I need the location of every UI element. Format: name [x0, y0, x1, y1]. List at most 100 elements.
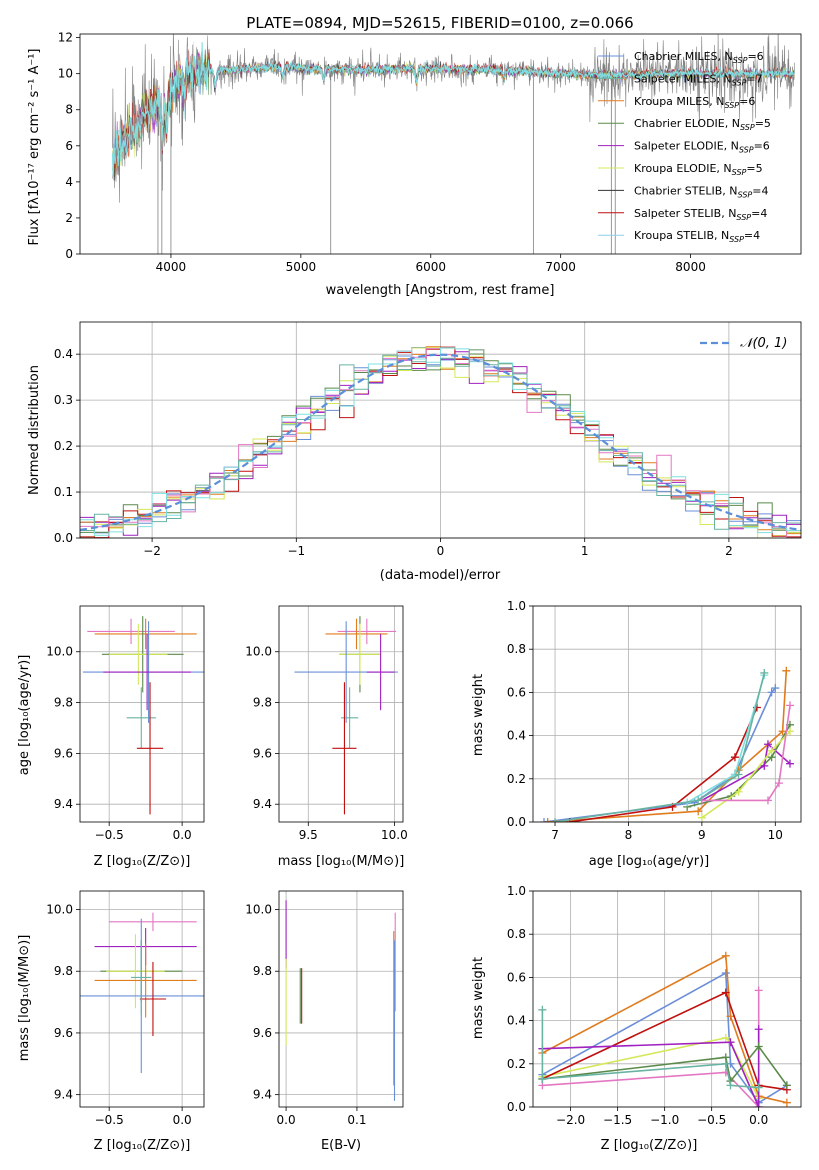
- weight-marker: [760, 761, 769, 770]
- x-tick-label: 7: [551, 828, 559, 842]
- y-tick-label: 0.1: [54, 485, 73, 499]
- weight-marker: [763, 796, 772, 805]
- residual-histogram-panel: −2 −1 0 1 2 0.0 0.1 0.2 0.3 0.4 𝒩(0, 1) (data-mode…: [27, 321, 802, 583]
- weight-marker: [754, 1025, 763, 1034]
- weight-line: [542, 1037, 760, 1099]
- x-tick-label: −0.5: [697, 1113, 726, 1127]
- x-tick-label: 0.0: [173, 1113, 192, 1127]
- x-tick-label: −1: [287, 544, 305, 558]
- x-tick-label: 0: [437, 544, 445, 558]
- weight-marker: [754, 1042, 763, 1051]
- weight-marker: [754, 986, 763, 995]
- y-tick-label: 0.8: [507, 642, 526, 656]
- axes-frame: [79, 321, 802, 539]
- residual-y-label: Normed distribution: [27, 365, 42, 495]
- weight-marker: [734, 787, 743, 796]
- weight-vs-metallicity-panel: −2.0 −1.5 −1.0 −0.5 0.0 0.0 0.2 0.4 0.6 0.8 1.0 Z …: [471, 884, 802, 1153]
- y-tick-label: 0.4: [507, 1014, 526, 1028]
- data-layer: [80, 346, 801, 538]
- y-tick-label: 0.2: [507, 772, 526, 786]
- weight-marker: [540, 818, 549, 822]
- legend-label: Kroupa STELIB, NSSP=4: [634, 229, 760, 244]
- residual-legend: 𝒩(0, 1): [700, 336, 787, 351]
- y-tick-label: 10.0: [46, 903, 73, 917]
- weight-marker: [754, 1083, 763, 1092]
- spectrum-x-label: wavelength [Angstrom, rest frame]: [326, 283, 555, 298]
- y-tick-label: 9.4: [54, 797, 73, 811]
- grid-lines: [279, 606, 403, 822]
- weight-marker: [785, 759, 794, 768]
- weight-marker: [721, 988, 730, 997]
- y-tick-label: 0.4: [507, 729, 526, 743]
- y-tick-label: 0.2: [54, 439, 73, 453]
- ageZ-y-label: age [log₁₀(age/yr)]: [17, 655, 32, 776]
- spectrum-panel: PLATE=0894, MJD=52615, FIBERID=0100, z=0…: [27, 14, 802, 298]
- y-tick-label: 8: [65, 103, 73, 117]
- x-tick-label: 8000: [675, 260, 706, 274]
- y-tick-label: 9.8: [54, 964, 73, 978]
- axes: −2.0 −1.5 −1.0 −0.5 0.0 0.0 0.2 0.4 0.6 0.8 1.0: [507, 884, 802, 1127]
- massE-x-label: E(B-V): [321, 1138, 361, 1153]
- weight-marker: [763, 740, 772, 749]
- x-tick-label: 2: [725, 544, 733, 558]
- weight-marker: [754, 1103, 763, 1107]
- x-tick-label: 9: [698, 828, 706, 842]
- y-tick-label: 2: [65, 211, 73, 225]
- weight-line: [542, 991, 788, 1091]
- y-tick-label: 9.6: [54, 746, 73, 760]
- weight-line: [542, 990, 760, 1107]
- wAge-x-label: age [log₁₀(age/yr)]: [589, 854, 710, 869]
- y-tick-label: 4: [65, 175, 73, 189]
- x-tick-label: 0.1: [347, 1113, 366, 1127]
- x-tick-label: −0.5: [95, 1113, 124, 1127]
- axes-frame: [532, 890, 802, 1108]
- x-tick-label: 0.0: [277, 1113, 296, 1127]
- legend-label: 𝒩(0, 1): [740, 336, 787, 351]
- best-model-line: [112, 41, 795, 179]
- axes-frame: [79, 33, 802, 255]
- massZ-y-label: mass [log₁₀(M/M⊙)]: [17, 935, 32, 1062]
- legend-label: Chabrier ELODIE, NSSP=5: [634, 117, 771, 132]
- y-tick-label: 1.0: [507, 599, 526, 613]
- residual-x-label: (data-model)/error: [380, 568, 501, 583]
- x-tick-label: 7000: [545, 260, 576, 274]
- y-tick-label: 0.0: [54, 531, 73, 545]
- spectrum-y-label: Flux [fλ10⁻¹⁷ erg cm⁻² s⁻¹ A⁻¹]: [27, 49, 42, 246]
- y-tick-label: 12: [58, 31, 73, 45]
- weight-line: [547, 670, 788, 822]
- weight-marker: [726, 1038, 735, 1047]
- weight-marker: [767, 746, 776, 755]
- normal-reference-curve: [80, 353, 801, 531]
- x-tick-label: −2.0: [556, 1113, 585, 1127]
- wZ-y-label: mass weight: [471, 957, 486, 1039]
- data-layer: [285, 900, 396, 1101]
- x-tick-label: 0.0: [173, 828, 192, 842]
- weight-marker: [694, 796, 703, 805]
- legend-label: Chabrier MILES, NSSP=6: [634, 50, 764, 65]
- y-tick-label: 0.6: [507, 970, 526, 984]
- x-tick-label: 1: [581, 544, 589, 558]
- y-tick-label: 10.0: [245, 903, 272, 917]
- weight-line: [701, 742, 791, 802]
- axes: −0.5 0.0 9.4 9.6 9.8 10.0: [46, 605, 205, 842]
- axes: 9.5 10.0 9.4 9.6 9.8 10.0: [245, 605, 408, 842]
- axes-frame: [532, 605, 802, 823]
- legend-label: Salpeter ELODIE, NSSP=6: [634, 140, 770, 155]
- data-layer: [80, 912, 204, 1074]
- y-tick-label: 0.3: [54, 393, 73, 407]
- axes-frame: [278, 890, 404, 1108]
- axes-frame: [79, 605, 205, 823]
- mass-vs-ebv-panel: 0.0 0.1 9.4 9.6 9.8 10.0 E(B-V): [245, 890, 404, 1153]
- legend-label: Kroupa MILES, NSSP=6: [634, 95, 755, 110]
- grid-lines: [80, 606, 204, 822]
- y-tick-label: 10.0: [46, 645, 73, 659]
- axes-frame: [278, 605, 404, 823]
- x-tick-label: 10: [768, 828, 783, 842]
- y-tick-label: 0.8: [507, 927, 526, 941]
- weight-marker: [543, 818, 552, 822]
- grid-lines: [533, 605, 801, 823]
- weight-marker: [697, 813, 706, 822]
- spectrum-title: PLATE=0894, MJD=52615, FIBERID=0100, z=0…: [246, 14, 633, 32]
- x-tick-label: 5000: [286, 260, 317, 274]
